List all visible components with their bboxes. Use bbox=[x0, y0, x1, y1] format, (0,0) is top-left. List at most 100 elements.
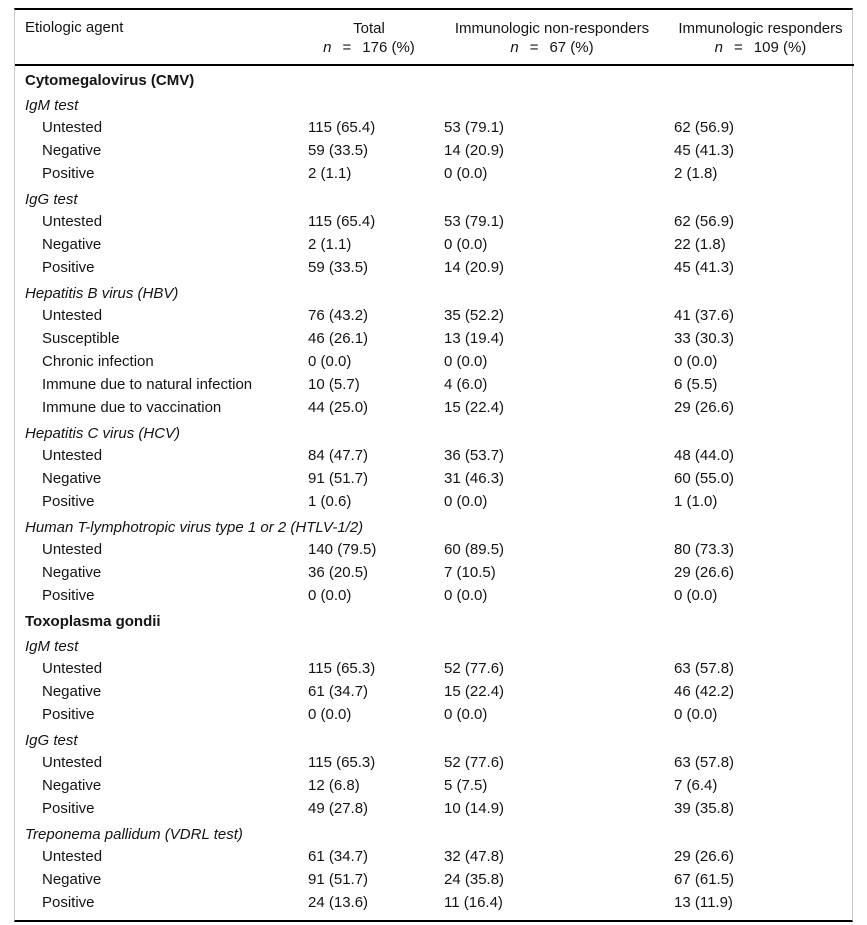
cell-responders: 39 (35.8) bbox=[674, 800, 735, 817]
table-row: Negative 61 (34.7) 15 (22.4) 46 (42.2) bbox=[15, 680, 854, 703]
cell-nonresponders: 36 (53.7) bbox=[444, 447, 505, 464]
cell-responders: 29 (26.6) bbox=[674, 848, 735, 865]
cell-total: 115 (65.4) bbox=[308, 119, 376, 136]
cell-total: 59 (33.5) bbox=[308, 142, 369, 159]
cell-responders: 33 (30.3) bbox=[674, 330, 735, 347]
header-nonresponders-title: Immunologic non-responders bbox=[454, 20, 650, 37]
row-label: Untested bbox=[42, 541, 103, 558]
cell-total: 91 (51.7) bbox=[308, 871, 369, 888]
group-label: Hepatitis C virus (HCV) bbox=[25, 425, 181, 442]
cell-responders: 67 (61.5) bbox=[674, 871, 735, 888]
cell-nonresponders: 7 (10.5) bbox=[444, 564, 496, 581]
cell-nonresponders: 5 (7.5) bbox=[444, 777, 488, 794]
cell-total: 46 (26.1) bbox=[308, 330, 369, 347]
header-row: Etiologic agent Total n = 176 (%) Immunolo… bbox=[15, 10, 854, 66]
cell-responders: 63 (57.8) bbox=[674, 660, 735, 677]
cell-responders: 45 (41.3) bbox=[674, 259, 735, 276]
subsection-row: IgG test bbox=[15, 185, 854, 210]
cell-nonresponders: 14 (20.9) bbox=[444, 142, 505, 159]
table-row: Positive 0 (0.0) 0 (0.0) 0 (0.0) bbox=[15, 703, 854, 726]
header-nonresponders: Immunologic non-responders n = 67 (%) bbox=[437, 10, 667, 66]
cell-responders: 29 (26.6) bbox=[674, 564, 735, 581]
table-row: Negative 36 (20.5) 7 (10.5) 29 (26.6) bbox=[15, 561, 854, 584]
cell-nonresponders: 14 (20.9) bbox=[444, 259, 505, 276]
row-label: Untested bbox=[42, 848, 103, 865]
cell-nonresponders: 10 (14.9) bbox=[444, 800, 505, 817]
cell-total: 140 (79.5) bbox=[308, 541, 377, 558]
cell-responders: 6 (5.5) bbox=[674, 376, 718, 393]
cell-total: 61 (34.7) bbox=[308, 683, 369, 700]
cell-nonresponders: 31 (46.3) bbox=[444, 470, 505, 487]
cell-responders: 0 (0.0) bbox=[674, 353, 718, 370]
row-label: Negative bbox=[42, 236, 102, 253]
cell-total: 84 (47.7) bbox=[308, 447, 369, 464]
group-label: IgG test bbox=[25, 732, 78, 749]
table-header: Etiologic agent Total n = 176 (%) Immunolo… bbox=[15, 10, 854, 66]
cell-total: 59 (33.5) bbox=[308, 259, 369, 276]
header-responders-n: n = 109 (%) bbox=[714, 39, 807, 56]
cell-responders: 2 (1.8) bbox=[674, 165, 718, 182]
table-row: Negative 91 (51.7) 31 (46.3) 60 (55.0) bbox=[15, 467, 854, 490]
row-label: Positive bbox=[42, 587, 95, 604]
cell-nonresponders: 52 (77.6) bbox=[444, 660, 505, 677]
cell-total: 0 (0.0) bbox=[308, 353, 352, 370]
cell-total: 61 (34.7) bbox=[308, 848, 369, 865]
table-body: Cytomegalovirus (CMV) IgM test Untested 115… bbox=[15, 65, 854, 914]
cell-nonresponders: 0 (0.0) bbox=[444, 236, 488, 253]
header-total-n: n = 176 (%) bbox=[323, 39, 415, 56]
group-label: Cytomegalovirus (CMV) bbox=[25, 72, 195, 89]
table-row: Chronic infection 0 (0.0) 0 (0.0) 0 (0.0) bbox=[15, 350, 854, 373]
group-label: Toxoplasma gondii bbox=[25, 613, 161, 630]
row-label: Untested bbox=[42, 119, 103, 136]
cell-nonresponders: 0 (0.0) bbox=[444, 587, 488, 604]
header-responders-title: Immunologic responders bbox=[678, 20, 843, 37]
cell-nonresponders: 32 (47.8) bbox=[444, 848, 505, 865]
row-label: Positive bbox=[42, 259, 95, 276]
table-row: Untested 115 (65.4) 53 (79.1) 62 (56.9) bbox=[15, 210, 854, 233]
cell-total: 0 (0.0) bbox=[308, 587, 352, 604]
cell-responders: 62 (56.9) bbox=[674, 119, 735, 136]
cell-responders: 48 (44.0) bbox=[674, 447, 735, 464]
row-label: Untested bbox=[42, 307, 103, 324]
cell-nonresponders: 35 (52.2) bbox=[444, 307, 505, 324]
cell-responders: 7 (6.4) bbox=[674, 777, 718, 794]
table-row: Susceptible 46 (26.1) 13 (19.4) 33 (30.3) bbox=[15, 327, 854, 350]
header-nonresponders-n: n = 67 (%) bbox=[510, 39, 594, 56]
cell-responders: 60 (55.0) bbox=[674, 470, 735, 487]
cell-responders: 41 (37.6) bbox=[674, 307, 735, 324]
cell-nonresponders: 11 (16.4) bbox=[444, 894, 503, 911]
cell-nonresponders: 15 (22.4) bbox=[444, 399, 505, 416]
cell-total: 36 (20.5) bbox=[308, 564, 369, 581]
row-label: Negative bbox=[42, 777, 102, 794]
cell-nonresponders: 52 (77.6) bbox=[444, 754, 505, 771]
cell-total: 1 (0.6) bbox=[308, 493, 352, 510]
cell-nonresponders: 15 (22.4) bbox=[444, 683, 505, 700]
header-total: Total n = 176 (%) bbox=[301, 10, 437, 66]
cell-nonresponders: 0 (0.0) bbox=[444, 165, 488, 182]
section-row: Cytomegalovirus (CMV) bbox=[15, 65, 854, 91]
table-row: Positive 2 (1.1) 0 (0.0) 2 (1.8) bbox=[15, 162, 854, 185]
table-row: Untested 76 (43.2) 35 (52.2) 41 (37.6) bbox=[15, 304, 854, 327]
etiologic-agents-table: Etiologic agent Total n = 176 (%) Immunolo… bbox=[15, 10, 854, 914]
cell-nonresponders: 53 (79.1) bbox=[444, 119, 505, 136]
table-row: Negative 2 (1.1) 0 (0.0) 22 (1.8) bbox=[15, 233, 854, 256]
table-row: Untested 115 (65.4) 53 (79.1) 62 (56.9) bbox=[15, 116, 854, 139]
cell-total: 12 (6.8) bbox=[308, 777, 360, 794]
row-label: Negative bbox=[42, 142, 102, 159]
header-total-title: Total bbox=[353, 20, 385, 37]
row-label: Untested bbox=[42, 754, 103, 771]
row-label: Negative bbox=[42, 683, 102, 700]
cell-responders: 45 (41.3) bbox=[674, 142, 735, 159]
cell-responders: 0 (0.0) bbox=[674, 706, 718, 723]
row-label: Untested bbox=[42, 447, 103, 464]
table-row: Positive 49 (27.8) 10 (14.9) 39 (35.8) bbox=[15, 797, 854, 820]
section-row: Toxoplasma gondii bbox=[15, 607, 854, 632]
subsection-row: IgM test bbox=[15, 91, 854, 116]
cell-nonresponders: 0 (0.0) bbox=[444, 706, 488, 723]
row-label: Positive bbox=[42, 894, 95, 911]
cell-nonresponders: 13 (19.4) bbox=[444, 330, 505, 347]
row-label: Negative bbox=[42, 871, 102, 888]
subsection-row: Human T-lymphotropic virus type 1 or 2 (… bbox=[15, 513, 854, 538]
table-row: Untested 115 (65.3) 52 (77.6) 63 (57.8) bbox=[15, 657, 854, 680]
cell-responders: 80 (73.3) bbox=[674, 541, 735, 558]
